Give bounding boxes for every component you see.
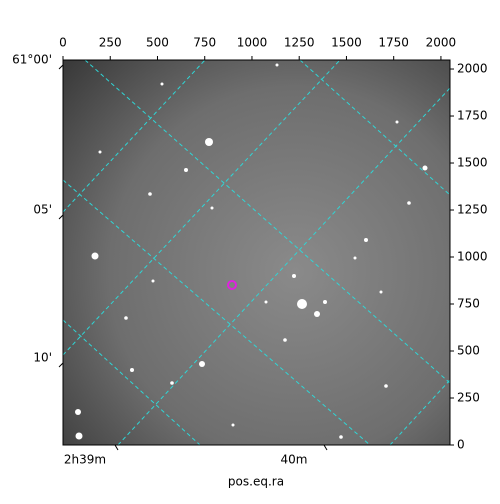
x-axis-label: pos.eq.ra xyxy=(228,475,284,489)
y-tick-label: 750 xyxy=(457,297,480,311)
y-tick-label: 1500 xyxy=(457,156,488,170)
x-tick-label: 0 xyxy=(59,36,67,50)
x-tick-label: 1000 xyxy=(237,36,268,50)
y-tick-label: 0 xyxy=(457,438,465,452)
dec-tick-label: 61°00' xyxy=(12,53,52,67)
x-tick-label: 2000 xyxy=(426,36,457,50)
dec-tick-label: 10' xyxy=(33,351,52,365)
stars xyxy=(75,63,428,440)
ra-tick-label: 2h39m xyxy=(64,453,106,467)
x-tick-label: 1500 xyxy=(331,36,362,50)
marker xyxy=(227,280,237,290)
dec-tick-label: 05' xyxy=(33,203,52,217)
dec-tick xyxy=(58,64,64,70)
dec-tick xyxy=(58,214,64,220)
wcs-grid xyxy=(63,60,450,445)
x-tick-label: 500 xyxy=(146,36,169,50)
ra-tick xyxy=(323,444,328,451)
y-tick-label: 250 xyxy=(457,391,480,405)
dec-tick xyxy=(58,362,64,368)
y-tick-label: 1750 xyxy=(457,109,488,123)
x-tick-label: 250 xyxy=(99,36,122,50)
y-tick-label: 2000 xyxy=(457,62,488,76)
sky-image xyxy=(63,60,450,445)
ra-tick xyxy=(114,444,119,451)
y-tick-label: 1000 xyxy=(457,250,488,264)
x-tick-label: 1250 xyxy=(284,36,315,50)
y-tick-label: 500 xyxy=(457,344,480,358)
frame xyxy=(62,59,451,446)
x-tick-label: 1750 xyxy=(378,36,409,50)
y-tick-label: 1250 xyxy=(457,203,488,217)
ra-tick-label: 40m xyxy=(281,453,308,467)
x-tick-label: 750 xyxy=(193,36,216,50)
